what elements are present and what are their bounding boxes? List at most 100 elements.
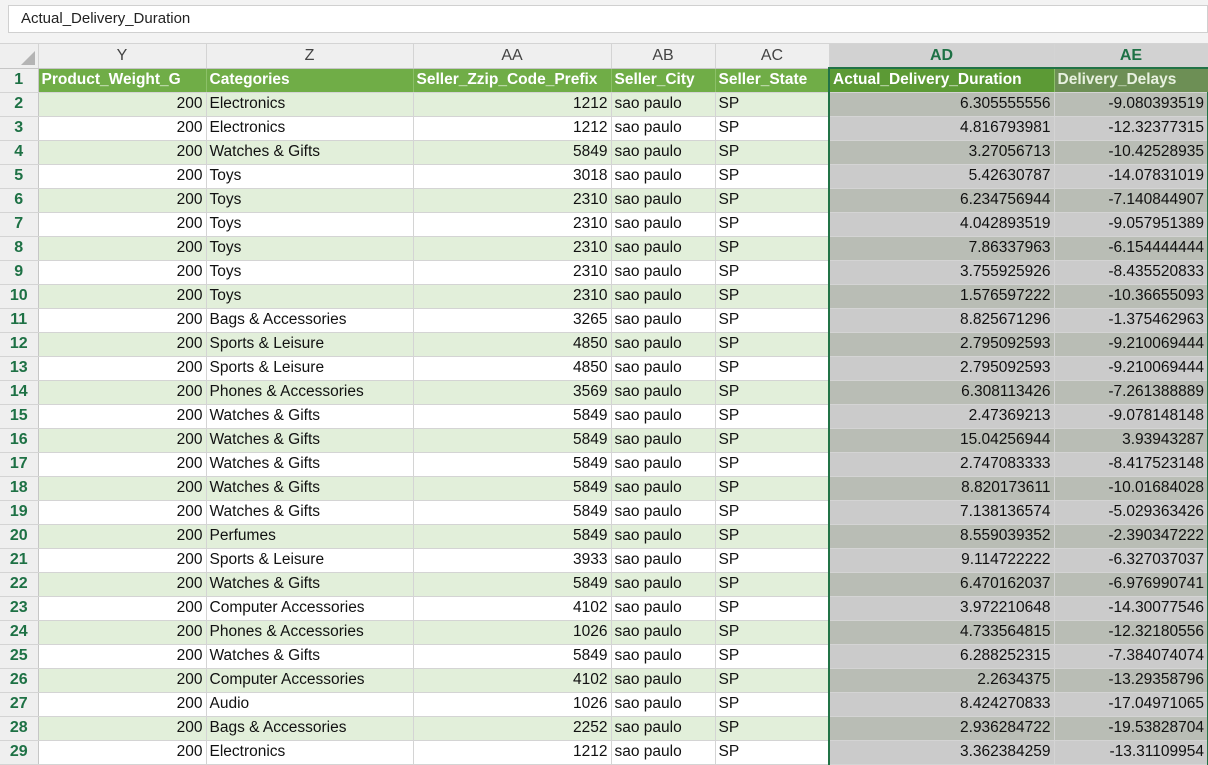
cell-delivery-delay[interactable]: -14.07831019 (1054, 164, 1208, 189)
cell-seller-state[interactable]: SP (715, 92, 830, 117)
row-number[interactable]: 1 (0, 68, 39, 93)
cell-seller-state[interactable]: SP (715, 356, 830, 381)
cell-delivery-duration[interactable]: 4.816793981 (828, 116, 1055, 141)
header-cell-seller-city[interactable]: Seller_City (611, 68, 716, 93)
cell-category[interactable]: Toys (206, 212, 414, 237)
cell-seller-city[interactable]: sao paulo (611, 164, 716, 189)
cell-seller-state[interactable]: SP (715, 500, 830, 525)
row-number[interactable]: 19 (0, 500, 39, 525)
cell-seller-zip[interactable]: 2310 (413, 284, 612, 309)
cell-seller-city[interactable]: sao paulo (611, 404, 716, 429)
cell-delivery-delay[interactable]: -17.04971065 (1054, 692, 1208, 717)
cell-weight[interactable]: 200 (38, 644, 207, 669)
cell-category[interactable]: Electronics (206, 92, 414, 117)
cell-seller-state[interactable]: SP (715, 188, 830, 213)
cell-category[interactable]: Bags & Accessories (206, 308, 414, 333)
row-number[interactable]: 13 (0, 356, 39, 381)
row-number[interactable]: 21 (0, 548, 39, 573)
cell-seller-city[interactable]: sao paulo (611, 740, 716, 765)
cell-category[interactable]: Toys (206, 236, 414, 261)
cell-delivery-delay[interactable]: -7.261388889 (1054, 380, 1208, 405)
cell-weight[interactable]: 200 (38, 92, 207, 117)
column-header-ac[interactable]: AC (715, 44, 830, 69)
cell-delivery-delay[interactable]: -7.140844907 (1054, 188, 1208, 213)
cell-weight[interactable]: 200 (38, 428, 207, 453)
cell-weight[interactable]: 200 (38, 668, 207, 693)
row-number[interactable]: 9 (0, 260, 39, 285)
cell-seller-city[interactable]: sao paulo (611, 668, 716, 693)
cell-delivery-delay[interactable]: -12.32377315 (1054, 116, 1208, 141)
cell-seller-city[interactable]: sao paulo (611, 452, 716, 477)
cell-seller-zip[interactable]: 4102 (413, 668, 612, 693)
cell-weight[interactable]: 200 (38, 740, 207, 765)
cell-delivery-delay[interactable]: -8.417523148 (1054, 452, 1208, 477)
cell-seller-zip[interactable]: 2310 (413, 212, 612, 237)
cell-seller-city[interactable]: sao paulo (611, 308, 716, 333)
cell-seller-state[interactable]: SP (715, 308, 830, 333)
cell-seller-zip[interactable]: 3569 (413, 380, 612, 405)
cell-delivery-delay[interactable]: -2.390347222 (1054, 524, 1208, 549)
cell-weight[interactable]: 200 (38, 236, 207, 261)
cell-seller-state[interactable]: SP (715, 668, 830, 693)
cell-seller-zip[interactable]: 1026 (413, 692, 612, 717)
cell-seller-zip[interactable]: 5849 (413, 140, 612, 165)
cell-seller-city[interactable]: sao paulo (611, 596, 716, 621)
cell-weight[interactable]: 200 (38, 284, 207, 309)
cell-delivery-duration[interactable]: 8.825671296 (828, 308, 1055, 333)
column-header-ab[interactable]: AB (611, 44, 716, 69)
cell-delivery-duration[interactable]: 6.288252315 (828, 644, 1055, 669)
cell-delivery-duration[interactable]: 15.04256944 (828, 428, 1055, 453)
cell-delivery-duration[interactable]: 6.470162037 (828, 572, 1055, 597)
cell-delivery-duration[interactable]: 2.795092593 (828, 332, 1055, 357)
cell-seller-state[interactable]: SP (715, 740, 830, 765)
cell-delivery-duration[interactable]: 8.559039352 (828, 524, 1055, 549)
cell-seller-zip[interactable]: 5849 (413, 452, 612, 477)
cell-delivery-delay[interactable]: 3.93943287 (1054, 428, 1208, 453)
cell-delivery-delay[interactable]: -14.30077546 (1054, 596, 1208, 621)
cell-delivery-duration[interactable]: 7.138136574 (828, 500, 1055, 525)
cell-seller-city[interactable]: sao paulo (611, 692, 716, 717)
cell-seller-city[interactable]: sao paulo (611, 716, 716, 741)
row-number[interactable]: 24 (0, 620, 39, 645)
cell-category[interactable]: Electronics (206, 740, 414, 765)
cell-seller-city[interactable]: sao paulo (611, 548, 716, 573)
row-number[interactable]: 3 (0, 116, 39, 141)
cell-seller-state[interactable]: SP (715, 428, 830, 453)
row-number[interactable]: 25 (0, 644, 39, 669)
cell-weight[interactable]: 200 (38, 404, 207, 429)
cell-seller-zip[interactable]: 2252 (413, 716, 612, 741)
cell-delivery-delay[interactable]: -6.976990741 (1054, 572, 1208, 597)
cell-seller-state[interactable]: SP (715, 260, 830, 285)
header-cell-delivery-delays[interactable]: Delivery_Delays (1054, 68, 1208, 93)
cell-delivery-delay[interactable]: -19.53828704 (1054, 716, 1208, 741)
cell-seller-zip[interactable]: 5849 (413, 524, 612, 549)
cell-category[interactable]: Watches & Gifts (206, 140, 414, 165)
cell-category[interactable]: Electronics (206, 116, 414, 141)
cell-seller-state[interactable]: SP (715, 164, 830, 189)
cell-weight[interactable]: 200 (38, 188, 207, 213)
cell-delivery-duration[interactable]: 3.362384259 (828, 740, 1055, 765)
cell-seller-city[interactable]: sao paulo (611, 572, 716, 597)
cell-delivery-delay[interactable]: -7.384074074 (1054, 644, 1208, 669)
cell-seller-zip[interactable]: 4850 (413, 332, 612, 357)
cell-seller-state[interactable]: SP (715, 380, 830, 405)
cell-seller-zip[interactable]: 2310 (413, 260, 612, 285)
cell-category[interactable]: Phones & Accessories (206, 380, 414, 405)
cell-seller-state[interactable]: SP (715, 212, 830, 237)
cell-seller-state[interactable]: SP (715, 236, 830, 261)
cell-delivery-duration[interactable]: 3.755925926 (828, 260, 1055, 285)
header-cell-actual-delivery-duration[interactable]: Actual_Delivery_Duration (828, 68, 1055, 93)
row-number[interactable]: 11 (0, 308, 39, 333)
cell-category[interactable]: Watches & Gifts (206, 452, 414, 477)
cell-weight[interactable]: 200 (38, 140, 207, 165)
cell-seller-state[interactable]: SP (715, 644, 830, 669)
cell-weight[interactable]: 200 (38, 212, 207, 237)
cell-seller-zip[interactable]: 1212 (413, 92, 612, 117)
cell-weight[interactable]: 200 (38, 500, 207, 525)
cell-seller-zip[interactable]: 4850 (413, 356, 612, 381)
select-all-corner[interactable] (0, 44, 39, 69)
cell-delivery-delay[interactable]: -9.080393519 (1054, 92, 1208, 117)
cell-seller-state[interactable]: SP (715, 716, 830, 741)
row-number[interactable]: 8 (0, 236, 39, 261)
cell-seller-city[interactable]: sao paulo (611, 356, 716, 381)
